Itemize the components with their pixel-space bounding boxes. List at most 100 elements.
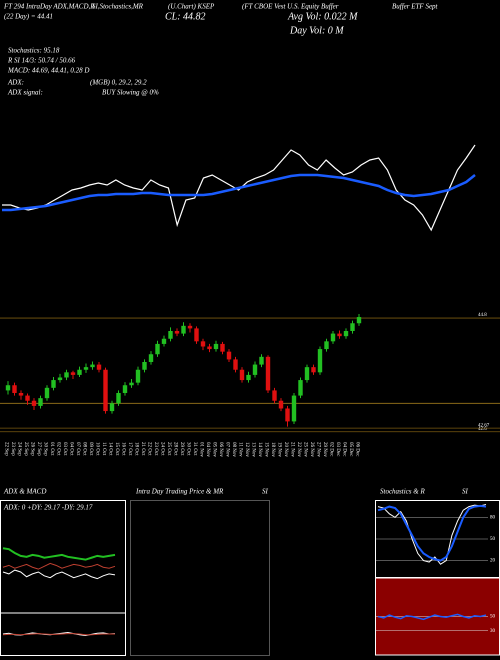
panel-title: ADX & MACD	[3, 488, 46, 496]
candle-body	[194, 328, 199, 342]
x-tick-label: 25 Sep	[23, 442, 28, 456]
candle-body	[161, 338, 167, 344]
stoch-line	[377, 504, 487, 562]
header-text: SI,Stochastics,MR	[92, 3, 144, 11]
x-tick-label: 08 Oct	[81, 442, 86, 456]
x-tick-label: 17 Oct	[127, 442, 132, 456]
adx-line	[2, 562, 116, 570]
candle-body	[77, 369, 82, 375]
x-tick-label: 29 Nov	[322, 442, 327, 457]
candle-body	[330, 333, 336, 342]
candle-body	[239, 369, 245, 381]
x-tick-label: 18 Nov	[270, 442, 275, 457]
x-tick-label: 03 Oct	[62, 442, 67, 456]
x-tick-label: 26 Sep	[29, 442, 34, 456]
header-text: FT 294 IntraDay ADX,MACD,R	[3, 3, 95, 11]
candle-body	[31, 400, 37, 406]
x-tick-label: 03 Dec	[335, 442, 340, 457]
panel-title: Intra Day Trading Price & MR	[135, 488, 224, 496]
x-tick-label: 02 Dec	[328, 442, 333, 457]
candle-body	[350, 323, 355, 331]
panel-frame	[0, 500, 126, 656]
y-tick-label: 50	[490, 615, 496, 620]
x-tick-label: 25 Oct	[166, 442, 171, 456]
adx-text: ADX:	[7, 79, 24, 87]
x-tick-label: 07 Oct	[75, 442, 80, 456]
x-tick-label: 04 Oct	[68, 442, 73, 456]
candle-body	[246, 374, 251, 381]
panel-title: SI	[462, 488, 469, 496]
candle-body	[311, 367, 316, 373]
x-tick-label: 29 Oct	[179, 442, 184, 456]
avg-vol-text: Avg Vol: 0.022 M	[287, 11, 358, 22]
panel-title: SI	[262, 488, 269, 496]
candle-body	[96, 364, 102, 370]
header-text: Buffer ETF Sept	[392, 3, 439, 11]
y-tick-label: 50	[490, 537, 496, 542]
x-tick-label: 23 Sep	[10, 442, 15, 456]
x-tick-label: 30 Sep	[42, 442, 47, 456]
candle-body	[38, 398, 43, 406]
x-tick-label: 18 Oct	[133, 442, 138, 456]
candle-body	[298, 380, 303, 396]
x-tick-label: 11 Nov	[237, 442, 242, 457]
x-tick-label: 11 Oct	[101, 442, 106, 456]
rsi-line	[377, 613, 487, 621]
candle-body	[83, 367, 89, 370]
adx-line	[2, 547, 116, 561]
x-tick-label: 14 Oct	[107, 442, 112, 456]
x-tick-label: 14 Nov	[257, 442, 262, 457]
x-tick-label: 12 Nov	[244, 442, 249, 457]
close-text: CL: 44.82	[165, 11, 206, 22]
candle-body	[57, 377, 63, 381]
candle-body	[64, 372, 69, 378]
stoch-line	[377, 503, 487, 565]
candle-body	[25, 395, 30, 401]
candle-body	[174, 330, 180, 334]
x-tick-label: 16 Oct	[120, 442, 125, 456]
y-tick-label: 44.8	[478, 313, 487, 318]
x-tick-label: 05 Nov	[211, 442, 216, 457]
x-tick-label: 15 Nov	[263, 442, 268, 457]
x-tick-label: 27 Nov	[315, 442, 320, 457]
y-tick-label: 30	[490, 629, 496, 634]
candle-body	[278, 400, 284, 409]
candle-body	[207, 346, 212, 350]
candle-body	[5, 385, 11, 391]
adx-values: (MGB) 0, 29.2, 29.2	[90, 79, 147, 87]
candle-body	[259, 356, 264, 365]
y-tick-label: 20	[490, 559, 496, 564]
signal-text: BUY Slowing @ 0%	[102, 89, 159, 97]
candle-body	[285, 408, 290, 422]
candle-body	[304, 367, 310, 381]
panel-frame	[130, 500, 270, 656]
x-tick-label: 06 Nov	[218, 442, 223, 457]
x-tick-label: 10 Oct	[94, 442, 99, 456]
header-text: (U.Chart) KSEP	[168, 3, 215, 11]
x-tick-label: 24 Sep	[16, 442, 21, 456]
rsi-text: R SI 14/3: 50.74 / 50.66	[7, 57, 76, 65]
x-tick-label: 24 Oct	[159, 442, 164, 456]
x-tick-label: 15 Oct	[114, 442, 119, 456]
candle-body	[129, 382, 134, 386]
candle-body	[18, 392, 24, 396]
x-tick-label: 01 Oct	[49, 442, 54, 456]
ema-text: (22 Day) = 44.41	[4, 13, 53, 21]
x-tick-label: 27 Sep	[36, 442, 41, 456]
candle-body	[70, 372, 76, 375]
x-tick-label: 25 Nov	[302, 442, 307, 457]
x-tick-label: 09 Oct	[88, 442, 93, 456]
y-tick-label: 42.67	[478, 423, 490, 428]
candle-body	[200, 341, 206, 347]
panel-title: Stochastics & R	[380, 488, 425, 496]
x-tick-label: 26 Nov	[309, 442, 314, 457]
candle-body	[116, 392, 121, 404]
y-tick-label: 42.6	[478, 427, 487, 432]
candle-body	[12, 385, 17, 393]
candle-body	[337, 333, 342, 337]
candle-body	[122, 385, 128, 393]
x-tick-label: 30 Oct	[185, 442, 190, 456]
candle-body	[181, 325, 186, 334]
x-tick-label: 28 Oct	[172, 442, 177, 456]
